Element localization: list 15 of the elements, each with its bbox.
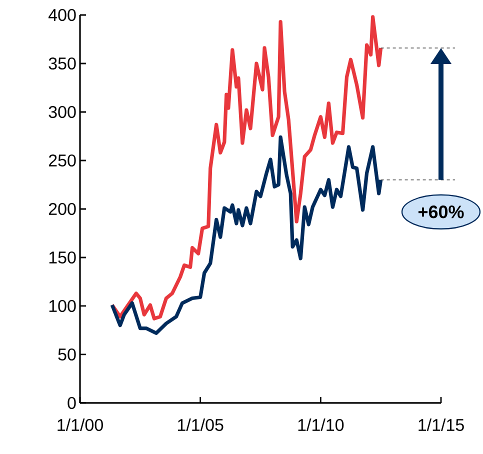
- x-tick-label: 1/1/05: [178, 418, 224, 432]
- line-series: [110, 135, 383, 335]
- y-tick-label: 250: [48, 154, 76, 167]
- y-tick-label: 150: [49, 251, 76, 264]
- y-tick-label: 100: [49, 300, 76, 312]
- y-tick-label: 400: [48, 8, 76, 22]
- y-tick-label: 0: [68, 396, 76, 410]
- y-tick-label: 50: [58, 348, 76, 361]
- x-tick-label: 1/1/10: [298, 418, 344, 432]
- y-tick-label: 200: [48, 202, 76, 216]
- y-tick-label: 300: [48, 106, 76, 118]
- x-tick-label: 1/1/00: [58, 418, 103, 432]
- y-tick-label: 350: [48, 57, 76, 70]
- x-tick-label: 1/1/15: [418, 418, 464, 432]
- annotation: +60%: [418, 206, 464, 218]
